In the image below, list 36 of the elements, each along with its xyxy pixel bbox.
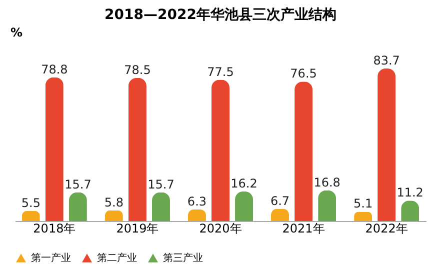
data-label: 6.3 <box>187 194 207 209</box>
bar <box>22 210 40 221</box>
x-tick-label: 2022年 <box>365 222 408 236</box>
x-tick-label: 2019年 <box>116 222 159 236</box>
data-label: 16.8 <box>314 175 340 190</box>
bar <box>45 77 64 221</box>
x-tick-label: 2020年 <box>199 222 242 236</box>
data-label: 5.1 <box>353 196 373 211</box>
data-label: 78.5 <box>124 62 151 77</box>
y-axis-title: % <box>10 26 23 40</box>
legend-label: 第三产业 <box>163 252 203 264</box>
bar <box>128 78 146 221</box>
data-label: 5.5 <box>21 196 40 210</box>
data-label: 11.2 <box>396 186 424 200</box>
data-label: 15.7 <box>64 177 92 192</box>
bar <box>294 82 313 221</box>
data-label: 76.5 <box>290 66 317 81</box>
data-label: 5.8 <box>104 195 124 210</box>
x-tick-label: 2021年 <box>282 222 325 236</box>
legend-label: 第二产业 <box>97 252 137 264</box>
bar <box>152 192 170 221</box>
data-label: 78.8 <box>41 62 68 76</box>
bar <box>318 190 336 221</box>
bar <box>235 191 254 221</box>
data-label: 83.7 <box>373 53 400 68</box>
data-label: 6.7 <box>270 194 290 208</box>
bar <box>104 210 123 221</box>
data-label: 15.7 <box>148 177 174 192</box>
bar <box>212 80 230 221</box>
bar <box>68 192 87 221</box>
legend-label: 第一产业 <box>31 252 71 264</box>
x-tick-label: 2018年 <box>33 222 76 236</box>
bar <box>378 68 396 221</box>
data-label: 16.2 <box>230 176 258 190</box>
data-label: 77.5 <box>207 64 234 79</box>
chart-title: 2018—2022年华池县三次产业结构 <box>104 6 336 23</box>
